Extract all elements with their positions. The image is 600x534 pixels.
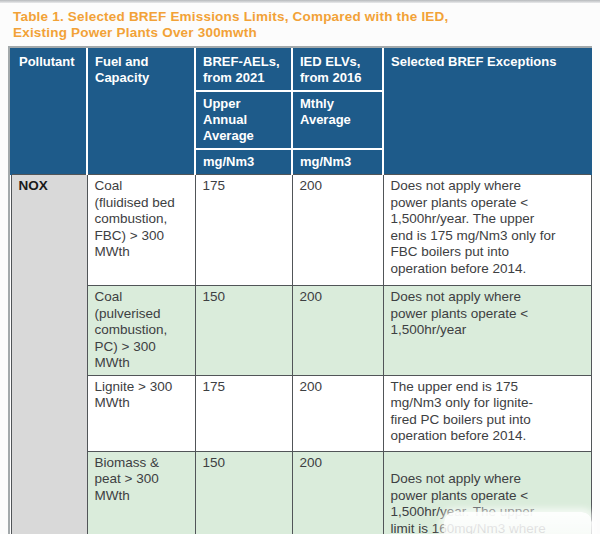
header-ied-unit: mg/Nm3 <box>292 149 383 175</box>
header-ied-elvs: IED ELVs, from 2016 <box>292 49 383 91</box>
cell-fuel: Coal (pulverised combustion, PC) > 300 M… <box>87 286 195 376</box>
cell-fuel: Biomass & peat > 300 MWth <box>87 451 195 534</box>
exception-visible-text: Does not apply where power plants operat… <box>391 471 546 534</box>
cell-fuel: Coal (fluidised bed combustion, FBC) > 3… <box>87 175 195 286</box>
top-divider <box>0 0 600 3</box>
cell-ied-elv: 200 <box>292 375 383 451</box>
table-row: Coal (pulverised combustion, PC) > 300 M… <box>11 286 591 376</box>
cell-ied-elv: 200 <box>292 286 383 376</box>
cell-bref-ael: 175 <box>195 375 292 451</box>
cell-exception: Does not apply where power plants operat… <box>383 451 591 534</box>
page: Table 1. Selected BREF Emissions Limits,… <box>0 0 600 534</box>
table-title-line1: Table 1. Selected BREF Emissions Limits,… <box>13 9 448 25</box>
cell-bref-ael: 150 <box>195 451 292 534</box>
cell-pollutant-nox: NOX <box>11 175 87 534</box>
table-title: Table 1. Selected BREF Emissions Limits,… <box>13 9 448 41</box>
cell-exception: Does not apply where power plants operat… <box>383 286 591 376</box>
cell-ied-elv: 200 <box>292 451 383 534</box>
cell-exception: Does not apply where power plants operat… <box>383 175 591 286</box>
bref-ied-comparison-table: Pollutant Fuel and Capacity BREF-AELs, f… <box>10 48 592 534</box>
header-bref-unit: mg/Nm3 <box>195 149 292 175</box>
cell-bref-ael: 175 <box>195 175 292 286</box>
header-exceptions: Selected BREF Exceptions <box>383 49 591 175</box>
header-row-titles: Pollutant Fuel and Capacity BREF-AELs, f… <box>11 49 591 91</box>
table-row: Lignite > 300 MWth 175 200 The upper end… <box>11 375 591 451</box>
table-row: Biomass & peat > 300 MWth 150 200 Does n… <box>11 451 591 534</box>
header-bref-aels: BREF-AELs, from 2021 <box>195 49 292 91</box>
table-title-line2: Existing Power Plants Over 300mwth <box>13 25 448 41</box>
header-bref-sub: Upper Annual Average <box>195 91 292 149</box>
header-ied-sub: Mthly Average <box>292 91 383 149</box>
header-fuel-capacity: Fuel and Capacity <box>87 49 195 175</box>
cell-ied-elv: 200 <box>292 175 383 286</box>
header-pollutant: Pollutant <box>11 49 87 175</box>
emissions-table: Pollutant Fuel and Capacity BREF-AELs, f… <box>8 46 592 534</box>
table-row: NOX Coal (fluidised bed combustion, FBC)… <box>11 175 591 286</box>
cell-fuel: Lignite > 300 MWth <box>87 375 195 451</box>
cell-bref-ael: 150 <box>195 286 292 376</box>
cell-exception: The upper end is 175 mg/Nm3 only for lig… <box>383 375 591 451</box>
